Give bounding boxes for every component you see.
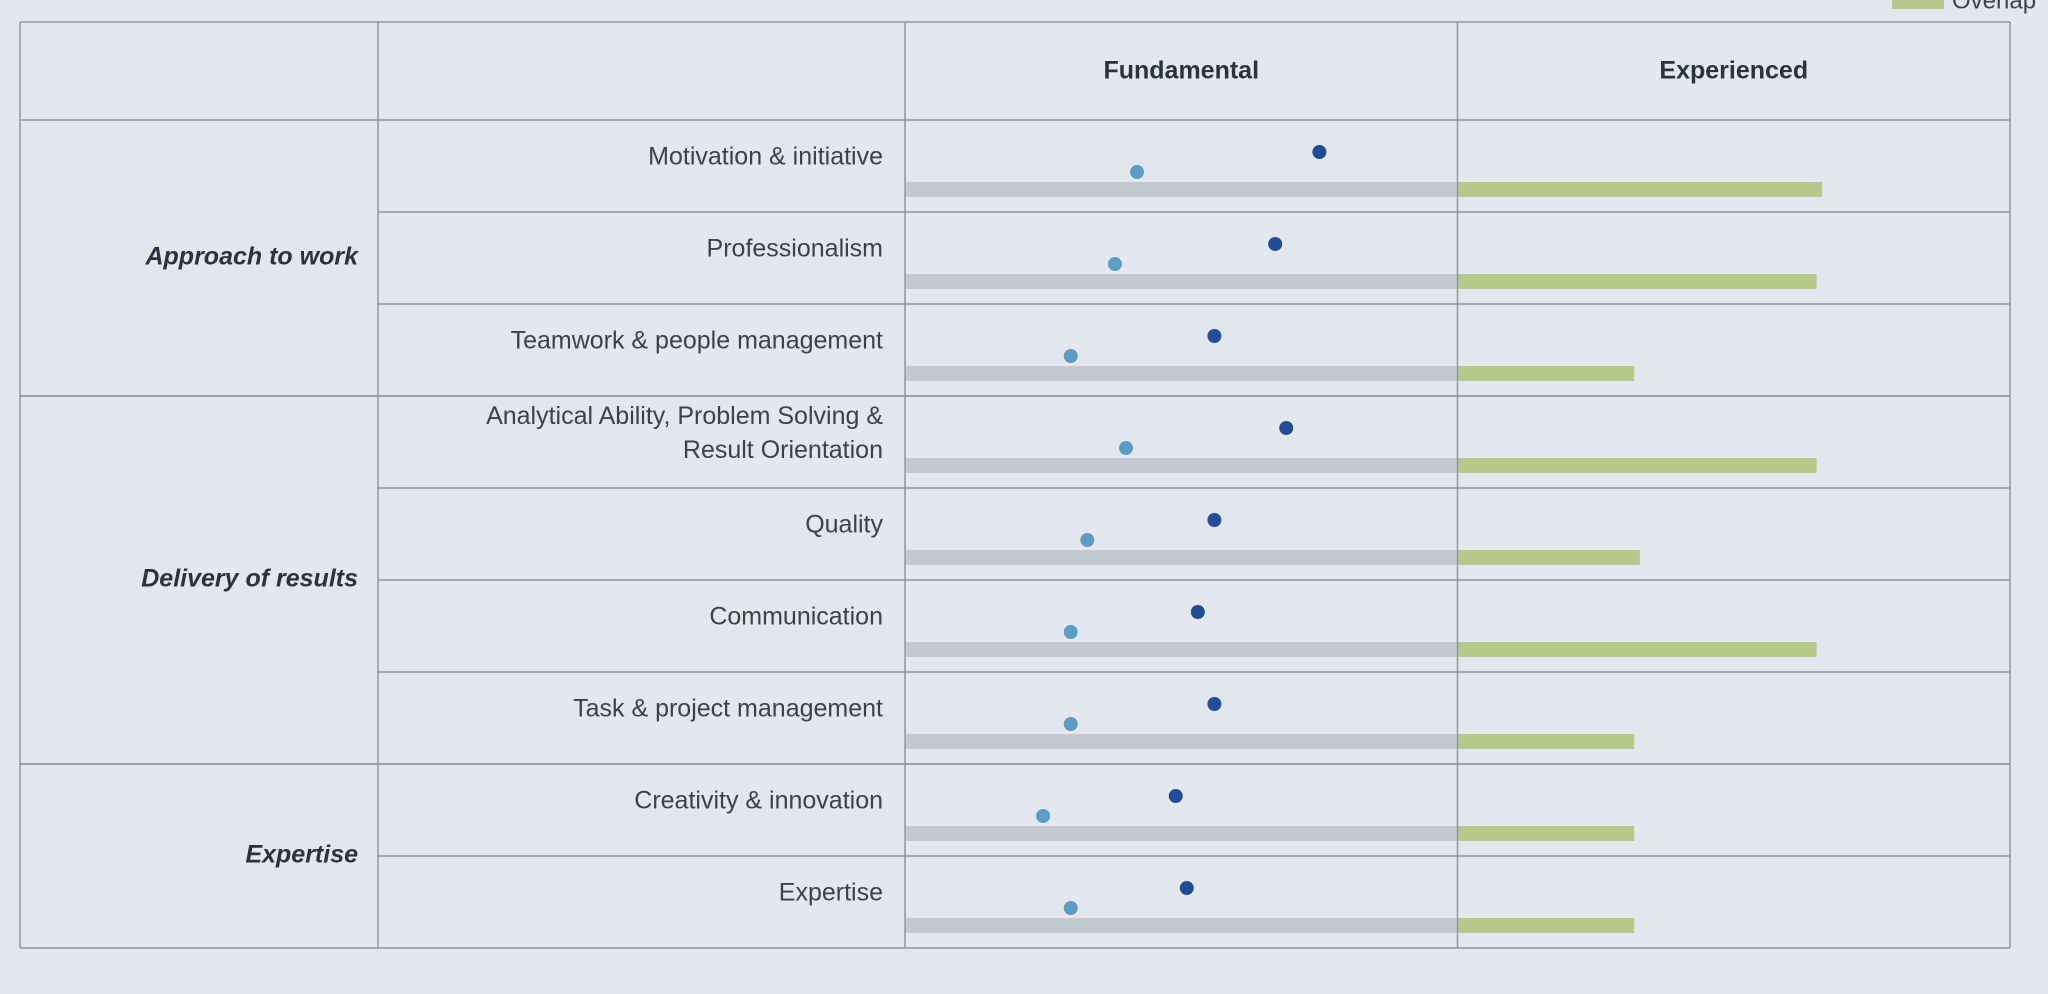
level-dot xyxy=(1063,901,1078,915)
row-label: Teamwork & people management xyxy=(511,327,883,355)
fundamental-bar xyxy=(905,826,1458,841)
fundamental-bar xyxy=(905,550,1458,565)
fundamental-bar xyxy=(905,274,1458,289)
level-dot xyxy=(1207,329,1222,343)
level-dot xyxy=(1190,605,1205,619)
row-label: Professionalism xyxy=(707,235,883,263)
level-dot xyxy=(1268,237,1283,251)
row-label: Communication xyxy=(709,603,883,631)
level-dot xyxy=(1036,809,1051,823)
level-dot xyxy=(1080,533,1095,547)
overlap-bar xyxy=(1457,642,1817,657)
fundamental-bar xyxy=(905,642,1458,657)
overlap-bar xyxy=(1457,366,1635,381)
legend-swatch xyxy=(1892,0,1944,9)
fundamental-bar xyxy=(905,458,1458,473)
overlap-bar xyxy=(1457,826,1635,841)
group-label: Delivery of results xyxy=(141,565,358,593)
row-label: Creativity & innovation xyxy=(634,787,883,815)
fundamental-bar xyxy=(905,734,1458,749)
level-dot xyxy=(1312,145,1327,159)
level-dot xyxy=(1168,789,1183,803)
column-header: Fundamental xyxy=(1103,57,1259,85)
level-dot xyxy=(1279,421,1294,435)
level-dot xyxy=(1063,717,1078,731)
fundamental-bar xyxy=(905,918,1458,933)
overlap-bar xyxy=(1457,918,1635,933)
level-dot xyxy=(1063,349,1078,363)
row-label: Motivation & initiative xyxy=(648,143,883,171)
fundamental-bar xyxy=(905,366,1458,381)
legend-label: Overlap xyxy=(1952,0,2036,14)
level-dot xyxy=(1119,441,1133,455)
fundamental-bar xyxy=(905,182,1458,197)
row-label: Task & project management xyxy=(573,695,883,723)
level-dot xyxy=(1207,513,1222,527)
group-label: Approach to work xyxy=(144,243,359,271)
level-dot xyxy=(1063,625,1078,639)
level-dot xyxy=(1179,881,1194,895)
row-label: Analytical Ability, Problem Solving & Res… xyxy=(486,402,883,464)
overlap-bar xyxy=(1457,734,1635,749)
level-dot xyxy=(1207,697,1222,711)
overlap-bar xyxy=(1457,458,1817,473)
overlap-bar xyxy=(1457,550,1640,565)
row-label: Quality xyxy=(805,511,883,539)
group-label: Expertise xyxy=(245,841,358,869)
overlap-bar xyxy=(1457,274,1817,289)
level-dot xyxy=(1107,257,1122,271)
overlap-bar xyxy=(1457,182,1823,197)
column-header: Experienced xyxy=(1659,57,1808,85)
level-dot xyxy=(1130,165,1145,179)
row-label: Expertise xyxy=(779,879,883,907)
